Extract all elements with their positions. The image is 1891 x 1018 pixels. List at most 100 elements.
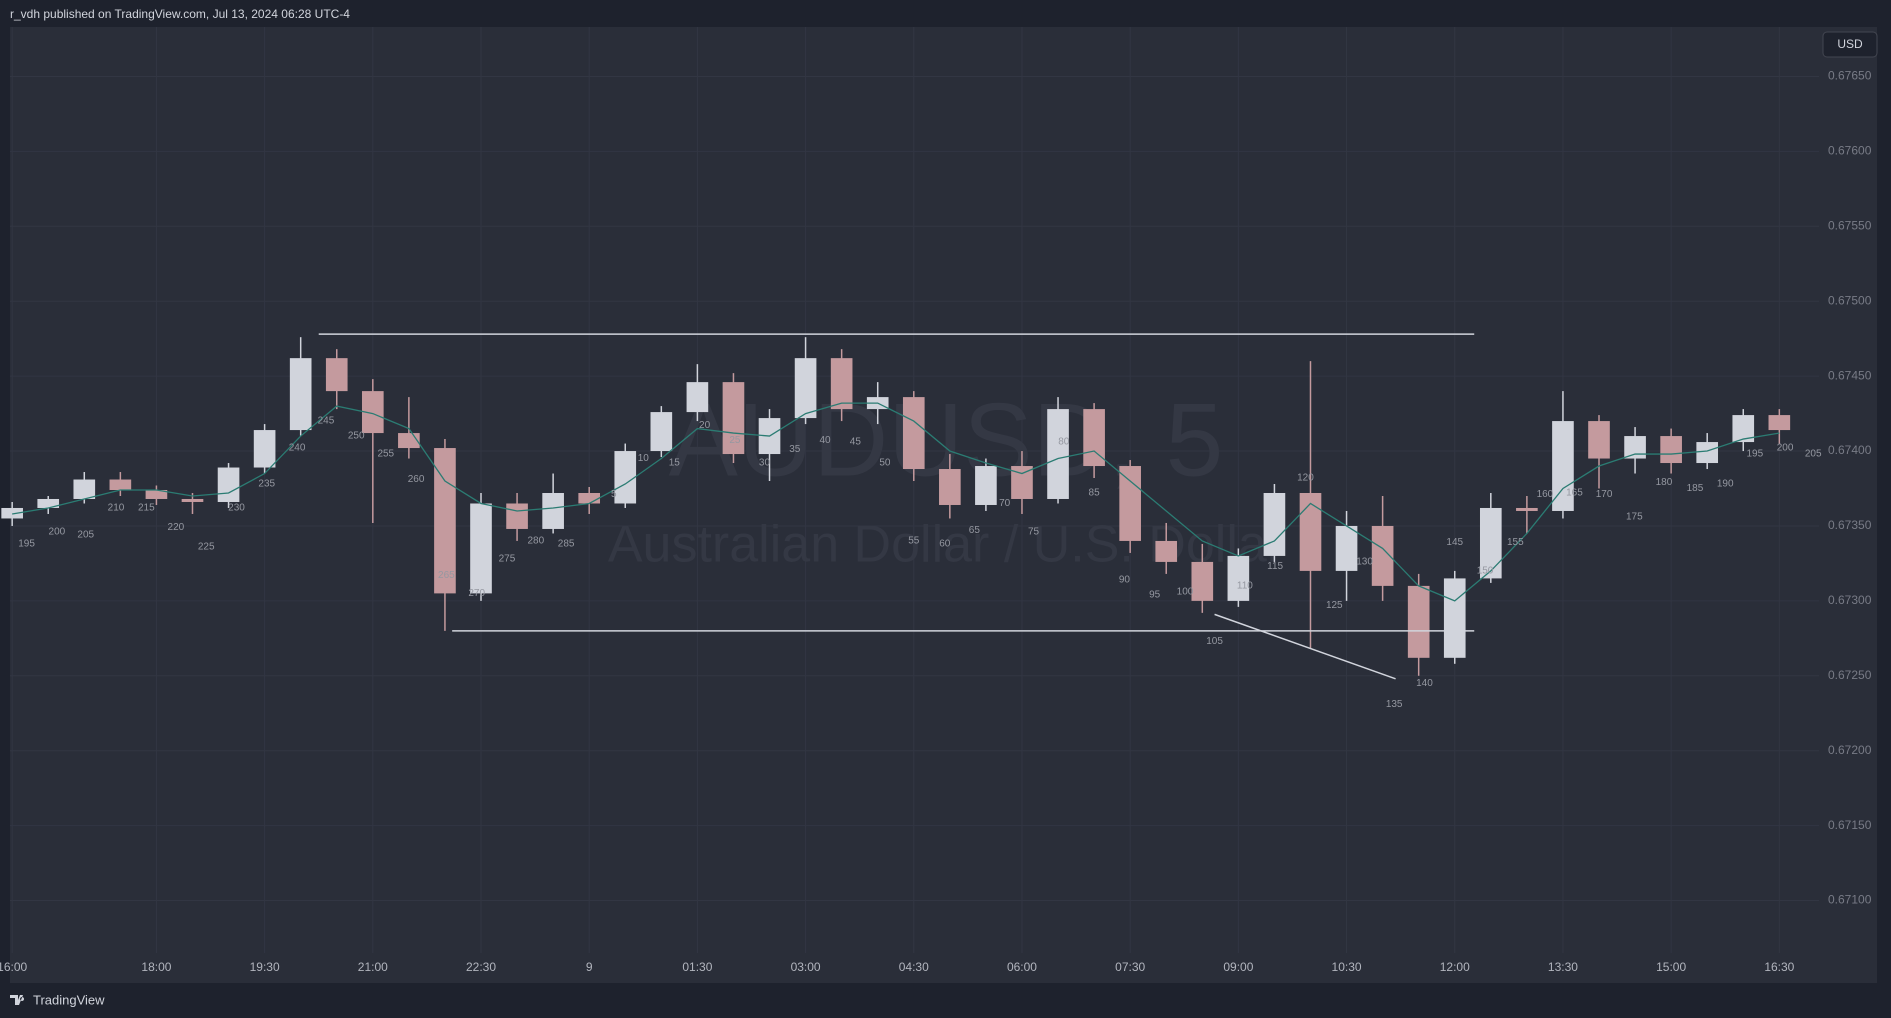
bar-count-label: 230 — [228, 503, 245, 514]
candle-body — [1732, 415, 1755, 443]
bar-count-label: 110 — [1237, 581, 1253, 592]
bar-count-label: 250 — [348, 431, 365, 442]
brand-name: TradingView — [33, 992, 105, 1007]
candle-body — [1335, 525, 1358, 571]
x-tick-label: 16:30 — [1764, 960, 1794, 974]
x-tick-label: 9 — [586, 960, 593, 974]
candle-body — [253, 430, 276, 468]
chart-panel — [10, 27, 1877, 983]
bar-count-label: 120 — [1297, 473, 1314, 484]
x-tick-label: 06:00 — [1007, 960, 1037, 974]
chart-title: r_vdh published on TradingView.com, Jul … — [10, 7, 350, 21]
candle-body — [1588, 421, 1610, 459]
bar-count-label: 150 — [1477, 566, 1494, 577]
bar-count-label: 115 — [1267, 561, 1283, 572]
bar-count-label: 15 — [669, 458, 681, 469]
x-tick-label: 13:30 — [1548, 960, 1578, 974]
candle-body — [1263, 492, 1286, 556]
bar-count-label: 265 — [438, 570, 455, 581]
candle-body — [1119, 466, 1141, 541]
x-tick-label: 04:30 — [899, 960, 929, 974]
candle-body — [1479, 507, 1502, 579]
bar-count-label: 185 — [1687, 483, 1704, 494]
bar-count-label: 280 — [527, 536, 544, 547]
candle-body — [1011, 466, 1033, 499]
currency-button[interactable] — [1822, 31, 1878, 58]
bar-count-label: 160 — [1537, 489, 1554, 500]
y-tick-label: 0.67600 — [1828, 144, 1872, 158]
bar-count-label: 100 — [1177, 587, 1194, 598]
bar-count-label: 140 — [1416, 678, 1433, 689]
bar-count-label: 105 — [1206, 636, 1223, 647]
y-tick-label: 0.67350 — [1828, 518, 1872, 532]
bar-count-label: 245 — [318, 416, 335, 427]
bar-count-label: 50 — [879, 458, 891, 469]
bar-count-label: 125 — [1326, 600, 1343, 611]
candle-body — [1191, 561, 1214, 601]
bar-count-label: 285 — [558, 539, 575, 550]
bar-count-label: 5 — [611, 489, 617, 500]
x-tick-label: 07:30 — [1115, 960, 1145, 974]
bar-count-label: 95 — [1149, 590, 1161, 601]
bar-count-label: 195 — [1746, 449, 1763, 460]
bar-count-label: 210 — [108, 503, 125, 514]
candle-body — [37, 498, 60, 508]
x-tick-label: 16:00 — [0, 960, 28, 974]
bar-count-label: 20 — [699, 420, 711, 431]
candle-body — [1516, 507, 1538, 511]
candle-body — [939, 469, 961, 505]
y-tick-label: 0.67150 — [1828, 818, 1872, 832]
candle-body — [542, 492, 564, 529]
candle-body — [650, 412, 673, 452]
x-tick-label: 12:00 — [1440, 960, 1470, 974]
bar-count-label: 260 — [408, 474, 425, 485]
candle-body — [614, 451, 637, 504]
candle-body — [1155, 540, 1178, 562]
brand-logo — [10, 995, 25, 1005]
candle-body — [289, 358, 312, 431]
x-tick-label: 03:00 — [791, 960, 821, 974]
x-tick-label: 21:00 — [358, 960, 388, 974]
bar-count-label: 130 — [1356, 557, 1373, 568]
bar-count-label: 65 — [969, 525, 981, 536]
candle-body — [1407, 585, 1430, 658]
y-tick-label: 0.67100 — [1828, 893, 1872, 907]
x-tick-label: 22:30 — [466, 960, 496, 974]
candle-body — [1227, 555, 1250, 601]
bar-count-label: 235 — [258, 479, 275, 490]
x-tick-label: 19:30 — [250, 960, 280, 974]
y-tick-label: 0.67450 — [1828, 368, 1872, 382]
bar-count-label: 85 — [1089, 488, 1101, 499]
bar-count-label: 145 — [1446, 537, 1463, 548]
bar-count-label: 190 — [1717, 479, 1734, 490]
y-tick-label: 0.67250 — [1828, 668, 1872, 682]
x-tick-label: 10:30 — [1332, 960, 1362, 974]
bar-count-label: 90 — [1119, 575, 1131, 586]
bar-count-label: 225 — [198, 542, 215, 553]
currency-label[interactable]: USD — [1837, 37, 1863, 51]
bar-count-label: 200 — [1777, 443, 1794, 454]
candle-body — [1552, 421, 1574, 511]
candle-body — [1624, 436, 1646, 459]
candle-body — [1371, 525, 1394, 586]
bar-count-label: 200 — [49, 527, 66, 538]
bar-count-label: 25 — [729, 435, 741, 446]
bar-count-label: 215 — [138, 503, 155, 514]
candle-body — [470, 503, 492, 594]
x-tick-label: 18:00 — [141, 960, 171, 974]
bar-count-label: 270 — [468, 588, 485, 599]
bar-count-label: 220 — [168, 522, 185, 533]
candle-body — [73, 479, 96, 499]
candle-body — [109, 479, 132, 490]
candle-body — [975, 466, 997, 505]
candle-body — [686, 382, 709, 413]
bar-count-label: 165 — [1566, 488, 1583, 499]
y-tick-label: 0.67300 — [1828, 593, 1872, 607]
trend-line — [1214, 613, 1396, 680]
candle-body — [722, 382, 745, 455]
bar-count-label: 135 — [1386, 699, 1403, 710]
candle-body — [145, 490, 168, 499]
bar-count-label: 240 — [289, 443, 306, 454]
